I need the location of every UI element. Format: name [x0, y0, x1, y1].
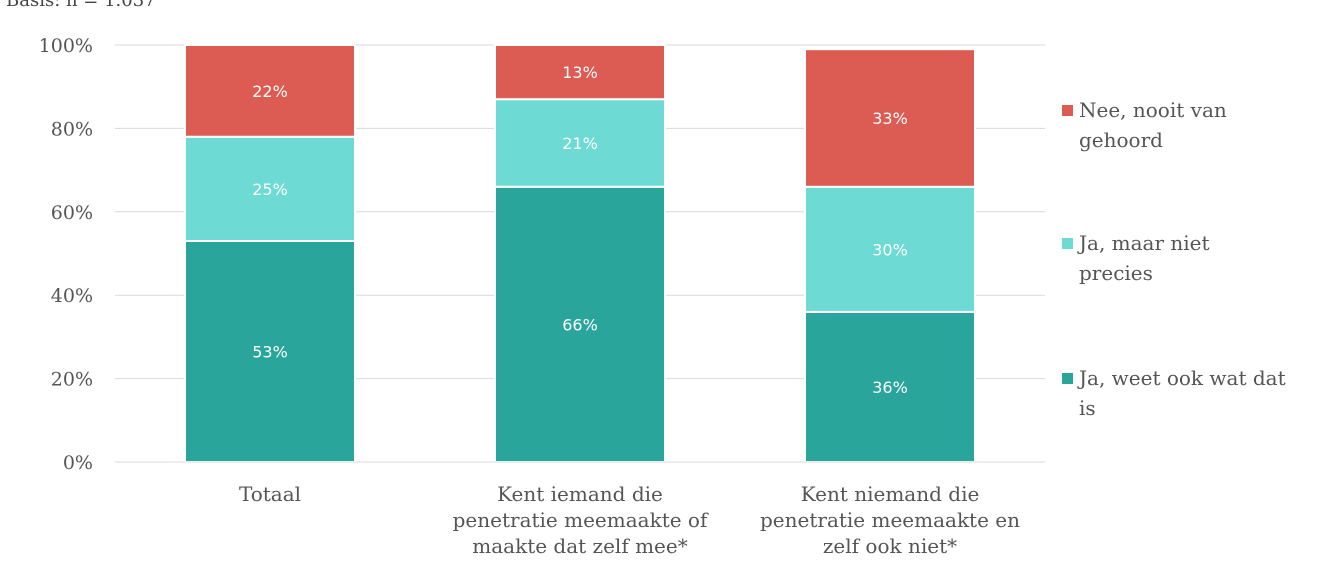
legend-swatch: [1062, 373, 1073, 384]
y-tick-label: 80%: [51, 118, 93, 140]
data-label: 21%: [562, 134, 598, 153]
x-category-label: penetratie meemaakte en: [760, 508, 1020, 532]
data-label: 25%: [252, 180, 288, 199]
data-label: 53%: [252, 342, 288, 361]
bar-segment: [184, 44, 356, 138]
x-category-label: maakte dat zelf mee*: [472, 534, 687, 558]
x-category-label: penetratie meemaakte of: [453, 508, 709, 532]
bar-segment: [804, 48, 976, 188]
legend-swatch: [1062, 105, 1073, 116]
legend-label: precies: [1079, 261, 1153, 285]
data-label: 30%: [872, 240, 908, 259]
y-tick-label: 0%: [63, 452, 93, 474]
data-label: 66%: [562, 315, 598, 334]
y-tick-label: 100%: [39, 35, 93, 57]
data-label: 22%: [252, 82, 288, 101]
data-label: 13%: [562, 63, 598, 82]
legend-label: gehoord: [1079, 128, 1163, 152]
chart-base-note: Basis: n = 1.037: [6, 0, 156, 11]
x-category-label: Totaal: [239, 482, 301, 506]
bar-segment: [184, 135, 356, 242]
legend-label: Ja, weet ook wat dat: [1077, 366, 1286, 390]
bar-segment: [494, 185, 666, 463]
bar-segment: [494, 98, 666, 188]
x-category-label: Kent iemand die: [497, 482, 663, 506]
legend-label: Nee, nooit van: [1079, 98, 1227, 122]
data-label: 36%: [872, 378, 908, 397]
legend-label: Ja, maar niet: [1077, 231, 1210, 255]
x-category-label: zelf ook niet*: [823, 534, 957, 558]
legend-label: is: [1079, 396, 1096, 420]
bar-segment: [494, 44, 666, 101]
y-tick-label: 20%: [51, 369, 93, 391]
y-tick-label: 60%: [51, 202, 93, 224]
x-category-label: Kent niemand die: [801, 482, 980, 506]
data-label: 33%: [872, 109, 908, 128]
y-tick-label: 40%: [51, 285, 93, 307]
legend-swatch: [1062, 238, 1073, 249]
bar-segment: [804, 185, 976, 313]
